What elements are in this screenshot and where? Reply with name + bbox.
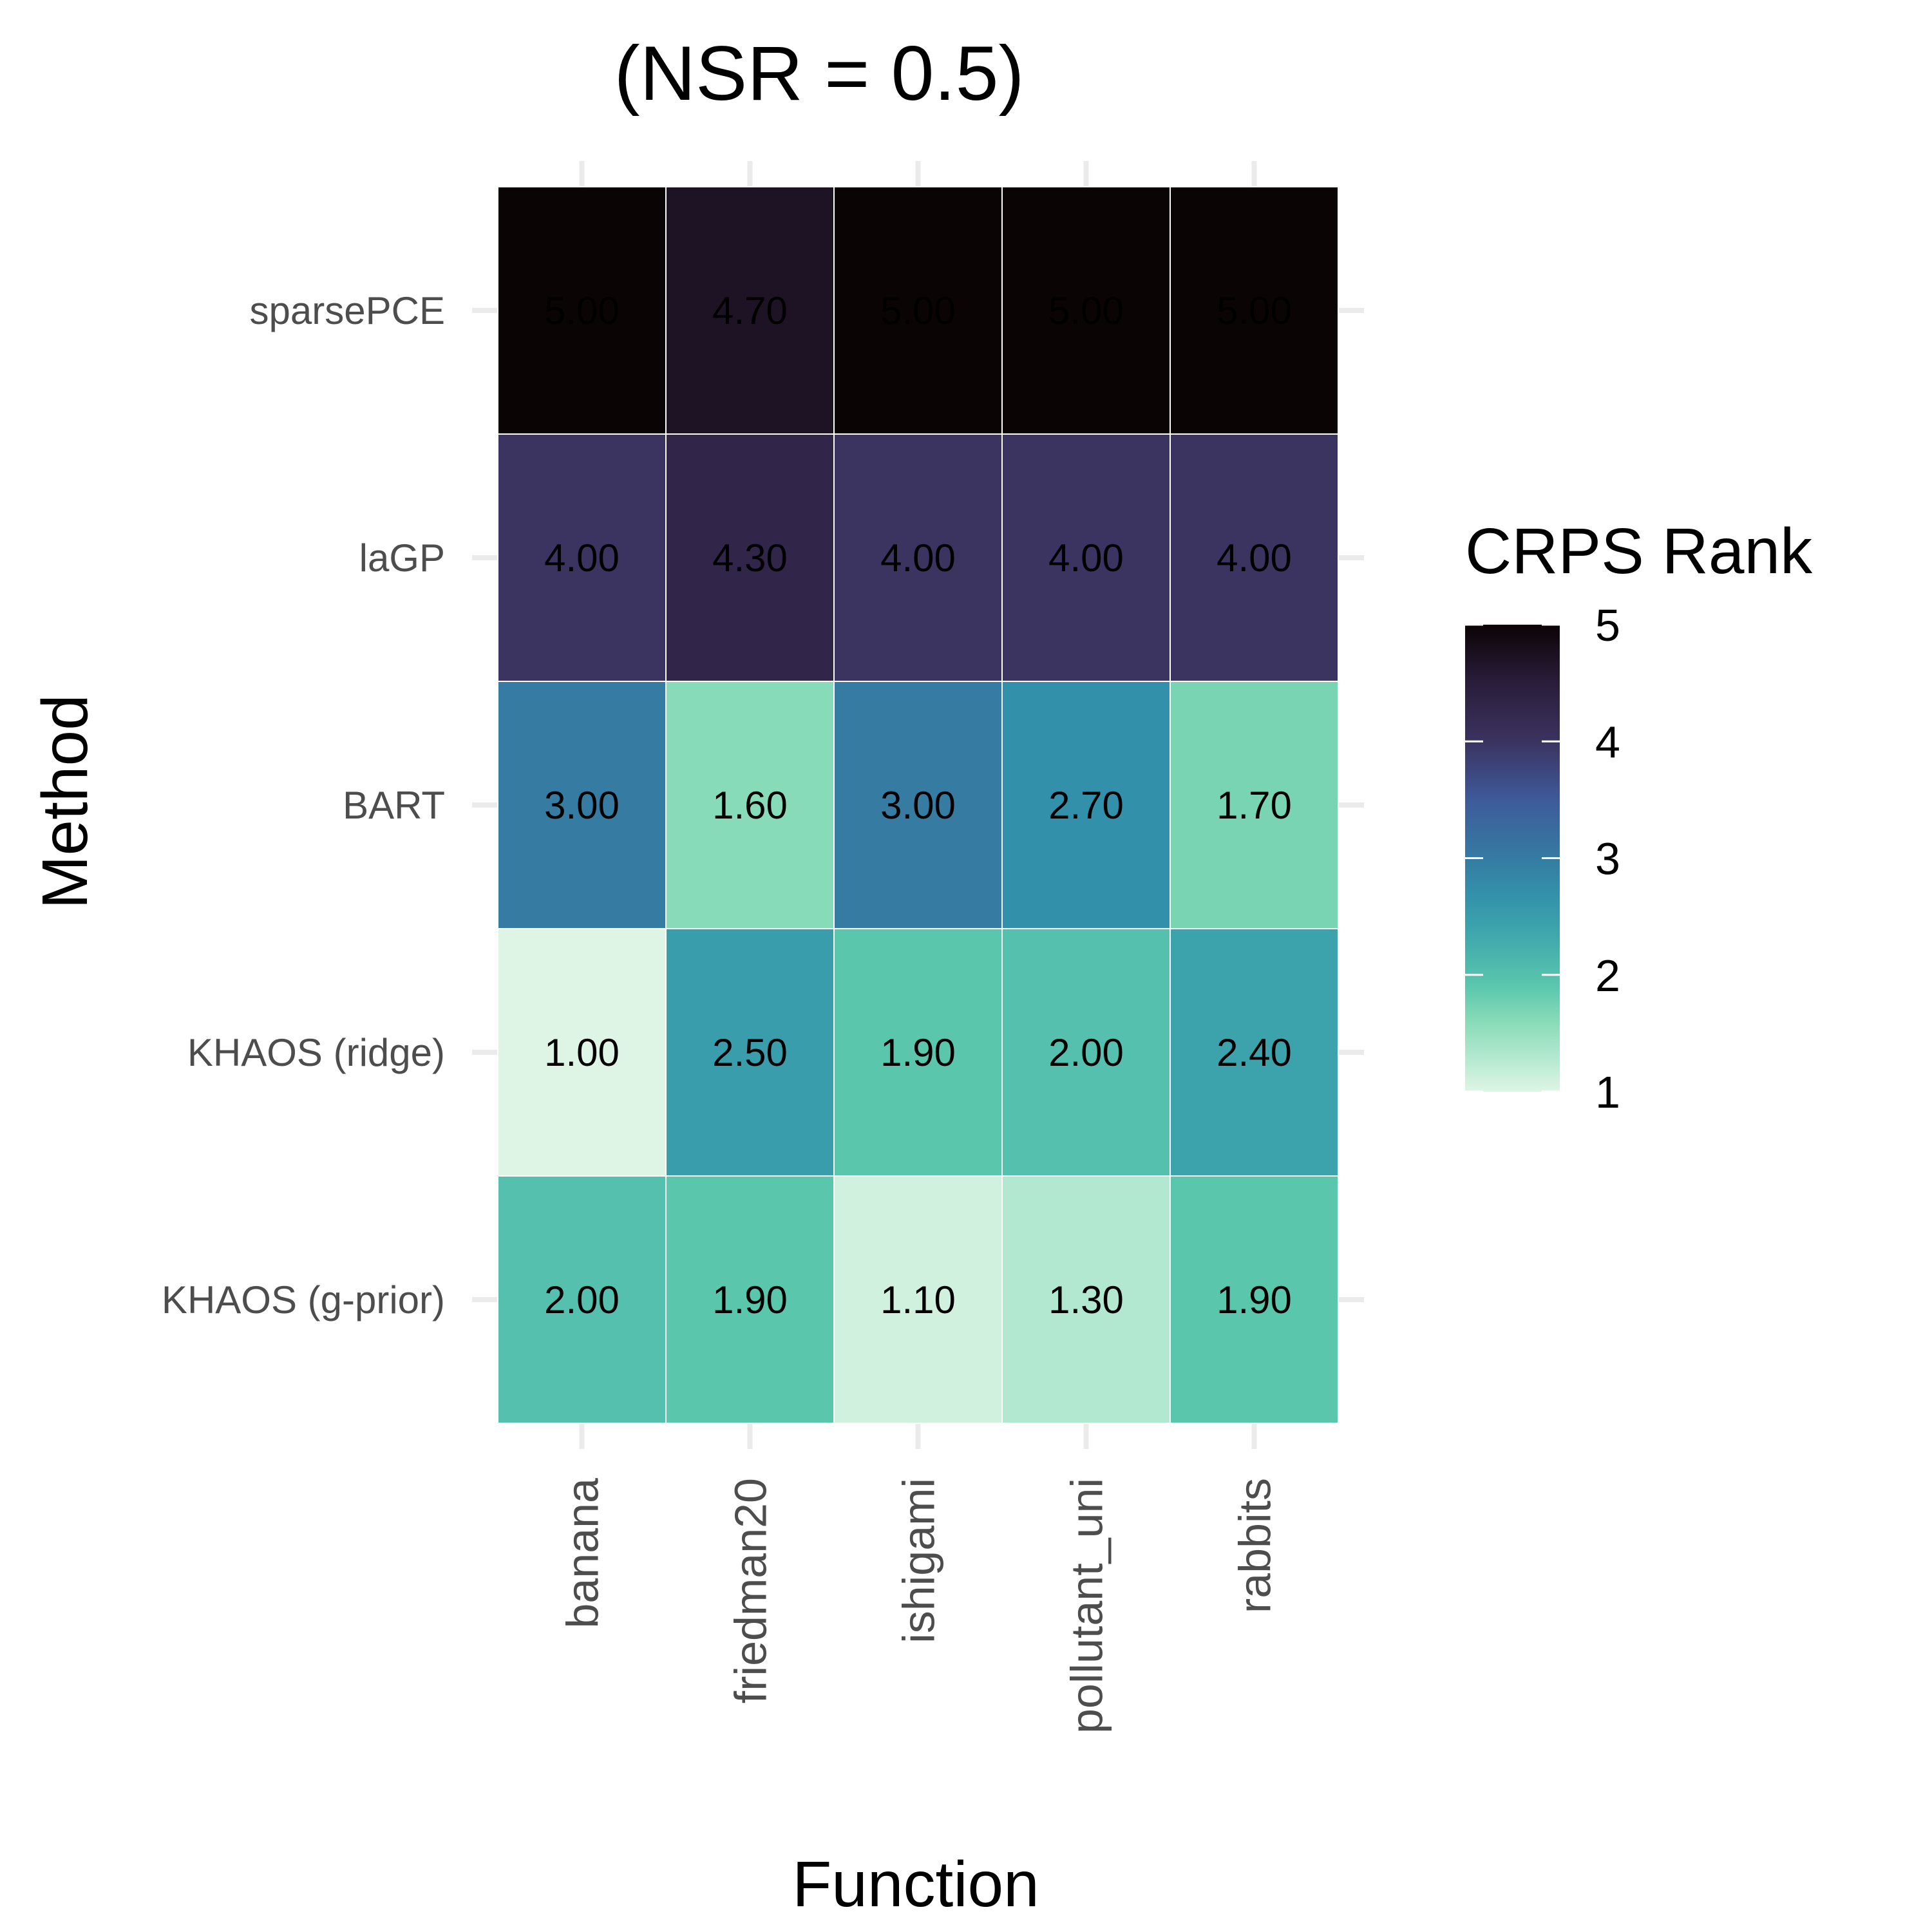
cell-value-label: 1.90 [1217, 1278, 1292, 1321]
color-legend: CRPS Rank 1 2 3 4 5 [1465, 515, 1813, 1117]
heatmap-cell [497, 433, 667, 682]
x-tick-label: banana [558, 1478, 608, 1629]
heatmap-cell [1001, 928, 1171, 1177]
cell-value-label: 2.00 [1048, 1031, 1124, 1074]
cell-value-label: 1.10 [880, 1278, 956, 1321]
y-tick-label: KHAOS (ridge) [187, 1031, 445, 1074]
y-tick-label: BART [343, 784, 445, 827]
x-tick-label: rabbits [1230, 1478, 1280, 1613]
y-axis-tick-labels: sparsePCE laGP BART KHAOS (ridge) KHAOS (g-p… [162, 289, 445, 1321]
cell-value-label: 1.90 [880, 1031, 956, 1074]
cell-value-labels: 5.00 4.70 5.00 5.00 5.00 4.00 4.30 4.00 4.00 4.00… [544, 289, 1292, 1321]
heatmap-cell [833, 1175, 1003, 1424]
heatmap-cell [665, 433, 835, 682]
heatmap-cell [1001, 681, 1171, 929]
legend-title: CRPS Rank [1465, 515, 1813, 587]
cell-value-label: 5.00 [880, 289, 956, 332]
cell-value-label: 5.00 [544, 289, 620, 332]
heatmap-cells [497, 186, 1339, 1424]
heatmap-cell [1170, 1175, 1339, 1424]
cell-value-label: 1.30 [1048, 1278, 1124, 1321]
legend-tick-label: 3 [1595, 834, 1620, 884]
cell-value-label: 4.30 [712, 536, 788, 580]
heatmap-cell [1170, 186, 1339, 435]
cell-value-label: 1.60 [712, 784, 788, 827]
heatmap-cell [1170, 681, 1339, 929]
legend-tick-label: 4 [1595, 717, 1620, 767]
cell-value-label: 1.00 [544, 1031, 620, 1074]
legend-tick-label: 1 [1595, 1067, 1620, 1117]
x-axis-tick-labels: banana friedman20 ishigami pollutant_uni rab… [558, 1478, 1280, 1734]
heatmap-cell [1001, 186, 1171, 435]
y-tick-label: KHAOS (g-prior) [162, 1278, 445, 1321]
heatmap-cell [497, 186, 667, 435]
y-axis-title: Method [29, 694, 101, 909]
legend-tick-label: 2 [1595, 951, 1620, 1001]
y-tick-label: sparsePCE [250, 289, 445, 332]
x-tick-label: pollutant_uni [1062, 1478, 1112, 1734]
heatmap-cell [1170, 928, 1339, 1177]
heatmap-cell [665, 681, 835, 929]
cell-value-label: 4.00 [544, 536, 620, 580]
cell-value-label: 2.70 [1048, 784, 1124, 827]
cell-value-label: 4.00 [880, 536, 956, 580]
cell-value-label: 4.70 [712, 289, 788, 332]
x-tick-label: friedman20 [726, 1478, 776, 1703]
y-tick-label: laGP [359, 536, 445, 580]
heatmap-cell [497, 928, 667, 1177]
cell-value-label: 3.00 [544, 784, 620, 827]
cell-value-label: 2.40 [1217, 1031, 1292, 1074]
cell-value-label: 4.00 [1217, 536, 1292, 580]
heatmap-cell [1001, 433, 1171, 682]
legend-ticks: 1 2 3 4 5 [1465, 600, 1620, 1117]
x-axis-title: Function [792, 1848, 1039, 1920]
heatmap-cell [1001, 1175, 1171, 1424]
cell-value-label: 2.00 [544, 1278, 620, 1321]
chart-title: (NSR = 0.5) [614, 30, 1025, 117]
legend-tick-label: 5 [1595, 600, 1620, 650]
x-tick-label: ishigami [894, 1478, 944, 1643]
cell-value-label: 4.00 [1048, 536, 1124, 580]
cell-value-label: 1.70 [1217, 784, 1292, 827]
heatmap-cell [497, 1175, 667, 1424]
cell-value-label: 1.90 [712, 1278, 788, 1321]
heatmap-cell [833, 928, 1003, 1177]
cell-value-label: 5.00 [1048, 289, 1124, 332]
heatmap-cell [665, 1175, 835, 1424]
heatmap-cell [665, 186, 835, 435]
cell-value-label: 2.50 [712, 1031, 788, 1074]
heatmap-cell [833, 433, 1003, 682]
heatmap-cell [833, 681, 1003, 929]
heatmap-cell [497, 681, 667, 929]
cell-value-label: 5.00 [1217, 289, 1292, 332]
heatmap-cell [1170, 433, 1339, 682]
cell-value-label: 3.00 [880, 784, 956, 827]
